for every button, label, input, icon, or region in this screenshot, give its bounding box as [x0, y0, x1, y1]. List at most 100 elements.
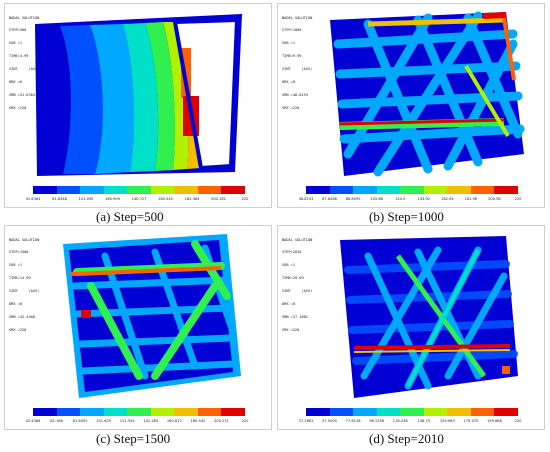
colorbar-label: 160.812 — [166, 419, 182, 423]
header-line: SMN =41.6364 — [9, 92, 35, 97]
colorbar-label: 81.8492 — [72, 419, 88, 423]
colorbar-label: 124.9 — [395, 197, 406, 201]
colorbar-label: 162.94 — [441, 197, 454, 201]
colorbar-label: 121.354 — [119, 419, 135, 423]
panel-step-2010: NODAL SOLUTION STEP=2010 SUB =1 TIME=20.… — [277, 225, 545, 430]
colorbar-label: 200.182 — [211, 197, 226, 201]
colorbar-segment — [400, 408, 425, 416]
contour-plot — [340, 236, 518, 398]
colorbar-label: 220 — [241, 419, 249, 423]
header-line: SINT (AVG) — [9, 67, 40, 72]
colorbar — [306, 408, 519, 416]
colorbar-segment — [221, 408, 246, 416]
header-line: SMX =220 — [282, 105, 300, 110]
colorbar-segment — [470, 186, 495, 194]
colorbar-segment — [376, 408, 401, 416]
colorbar-segment — [197, 186, 222, 194]
header-line: STEP=1000 — [282, 28, 302, 33]
contour-plot — [35, 14, 242, 176]
header-line: STEP=1500 — [9, 250, 29, 255]
header-line: SMX =220 — [282, 327, 300, 332]
header-line: SMN =48.8193 — [282, 92, 308, 97]
colorbar-segment — [353, 408, 378, 416]
solution-header: NODAL SOLUTION STEP=1000 SUB =1 TIME=9.9… — [282, 7, 312, 119]
header-line: NODAL SOLUTION — [282, 15, 313, 20]
colorbar-label: 220 — [514, 197, 522, 201]
header-line: TIME=4.99 — [9, 54, 29, 59]
colorbar-label: 220 — [241, 197, 249, 201]
colorbar-segment — [353, 186, 378, 194]
colorbar-label: 141.283 — [143, 419, 159, 423]
panel-step-1000: NODAL SOLUTION STEP=1000 SUB =1 TIME=9.9… — [277, 3, 545, 208]
colorbar-segment — [221, 186, 246, 194]
colorbar-label: 220 — [514, 419, 522, 423]
header-line: NODAL SOLUTION — [9, 15, 40, 20]
colorbar-label: 57.5005 — [322, 419, 337, 423]
colorbar-segment — [80, 408, 105, 416]
colorbar-label: 180.364 — [184, 197, 200, 201]
colorbar-segment — [400, 186, 425, 194]
header-line: SMX =220 — [9, 327, 27, 332]
colorbar-label: 179.375 — [463, 419, 479, 423]
colorbar-segment — [127, 408, 152, 416]
header-line: SMN =37.1881 — [282, 314, 308, 319]
colorbar — [33, 186, 246, 194]
colorbar-segment — [174, 408, 199, 416]
header-line: DMX =0 — [9, 80, 22, 85]
colorbar-label: 42.4368 — [25, 419, 41, 423]
colorbar-label: 160.909 — [105, 197, 120, 201]
header-line: NODAL SOLUTION — [282, 237, 313, 242]
colorbar-segment — [33, 186, 58, 194]
colorbar-segment — [306, 186, 331, 194]
colorbar-segment — [447, 186, 472, 194]
header-line: TIME=20.09 — [282, 276, 304, 281]
colorbar-segment — [80, 186, 105, 194]
colorbar-segment — [376, 186, 401, 194]
colorbar-label: 138.75 — [417, 419, 431, 423]
colorbar-label: 181.96 — [464, 197, 478, 201]
colorbar-segment — [470, 408, 495, 416]
colorbar-label: 77.8128 — [345, 419, 361, 423]
colorbar-segment — [423, 408, 448, 416]
colorbar-segment — [329, 186, 354, 194]
solution-header: NODAL SOLUTION STEP=2010 SUB =1 TIME=20.… — [282, 229, 312, 341]
header-line: DMX =0 — [282, 302, 295, 307]
colorbar-segment — [150, 186, 175, 194]
header-line: SMX =220 — [9, 105, 27, 110]
colorbar-label: 67.8286 — [322, 197, 337, 201]
colorbar-label: 199.688 — [487, 419, 502, 423]
header-line: STEP=500 — [9, 28, 27, 33]
caption-step-1000: (b) Step=1000 — [369, 209, 444, 224]
colorbar-label: 86.8095 — [345, 197, 361, 201]
colorbar-segment — [56, 186, 81, 194]
colorbar-label: 143.92 — [417, 197, 431, 201]
solution-header: NODAL SOLUTION STEP=500 SUB =1 TIME=4.99… — [9, 7, 39, 119]
colorbar-segment — [56, 408, 81, 416]
colorbar-label: 81.6348 — [52, 197, 67, 201]
colorbar — [306, 186, 519, 194]
header-line: DMX =0 — [282, 80, 295, 85]
colorbar-segment — [494, 408, 519, 416]
colorbar-segment — [174, 186, 199, 194]
panel-step-1500: NODAL SOLUTION STEP=1500 SUB =1 TIME=14.… — [4, 225, 272, 430]
colorbar-segment — [494, 186, 519, 194]
header-line: NODAL SOLUTION — [9, 237, 40, 242]
header-line: SINT (AVG) — [282, 289, 313, 294]
colorbar-label: 101.625 — [96, 419, 112, 423]
colorbar-segment — [423, 186, 448, 194]
header-line: SINT (AVG) — [9, 289, 40, 294]
caption-step-1500: (c) Step=1500 — [96, 431, 171, 446]
colorbar-label: 140.727 — [131, 197, 147, 201]
colorbar-segment — [329, 408, 354, 416]
panel-step-500: NODAL SOLUTION STEP=500 SUB =1 TIME=4.99… — [4, 3, 272, 208]
header-line: TIME=9.99 — [282, 54, 302, 59]
header-line: SUB =1 — [282, 263, 295, 268]
colorbar-segment — [197, 408, 222, 416]
header-line: SINT (AVG) — [282, 67, 313, 72]
colorbar-segment — [103, 186, 128, 194]
colorbar-segment — [103, 408, 128, 416]
colorbar-label: 200.98 — [488, 197, 501, 201]
colorbar-label: 121.090 — [78, 197, 94, 201]
caption-step-500: (a) Step=500 — [96, 209, 164, 224]
contour-plot — [330, 11, 525, 177]
